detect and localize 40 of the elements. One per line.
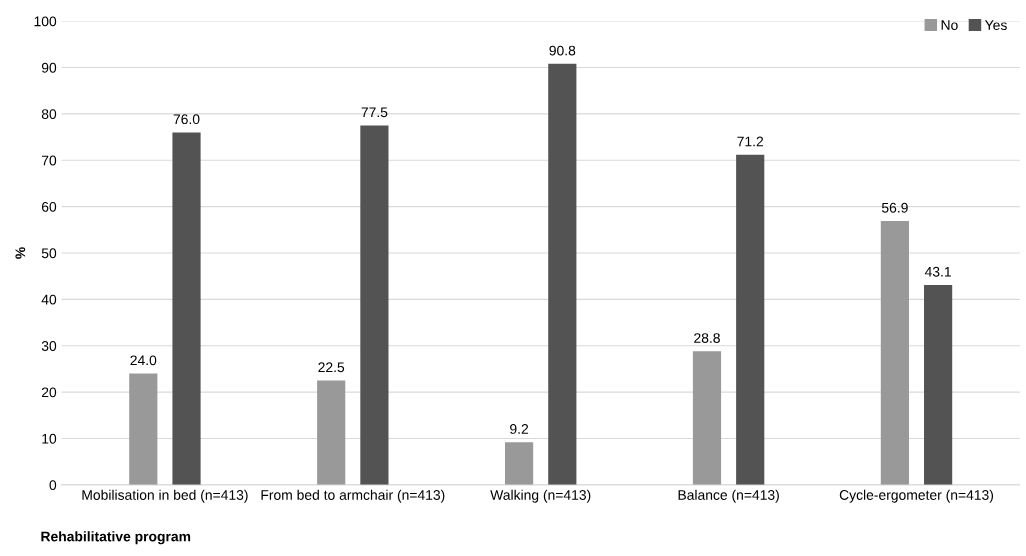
data-label: 43.1 — [924, 266, 951, 277]
bar — [880, 220, 909, 485]
legend-label: No — [941, 20, 958, 30]
y-axis-title: % — [15, 247, 26, 259]
bar — [736, 154, 765, 485]
x-tick-label: From bed to armchair (n=413) — [261, 489, 445, 503]
bar — [317, 380, 346, 485]
y-tick-label: 60 — [41, 201, 57, 212]
x-tick-label: Cycle-ergometer (n=413) — [839, 489, 994, 503]
x-tick-label: Walking (n=413) — [490, 489, 591, 503]
bar — [129, 373, 158, 485]
y-tick-label: 20 — [41, 387, 57, 398]
data-label: 9.2 — [510, 424, 529, 434]
data-label: 56.9 — [881, 202, 908, 213]
data-label: 90.8 — [549, 45, 576, 56]
data-label: 28.8 — [694, 333, 720, 343]
y-tick-label: 70 — [41, 155, 57, 166]
y-tick-label: 30 — [41, 341, 57, 351]
bar — [172, 132, 201, 485]
x-axis-title: Rehabilitative program — [41, 531, 191, 545]
x-tick-label: Balance (n=413) — [678, 489, 779, 503]
legend-label: Yes — [984, 20, 1007, 30]
y-tick-label: 0 — [49, 480, 57, 490]
bar — [548, 63, 577, 485]
data-label: 77.5 — [361, 107, 388, 118]
y-tick-label: 90 — [41, 62, 57, 73]
data-label: 76.0 — [173, 114, 200, 125]
data-label: 71.2 — [737, 136, 764, 147]
bar — [924, 284, 953, 485]
y-tick-label: 10 — [42, 433, 57, 444]
y-tick-label: 50 — [41, 248, 57, 259]
y-tick-label: 80 — [41, 109, 57, 120]
y-tick-label: 100 — [34, 16, 57, 27]
data-label: 24.0 — [130, 355, 157, 366]
bar — [692, 351, 722, 485]
data-label: 22.5 — [318, 362, 345, 373]
y-tick-label: 40 — [41, 294, 57, 305]
bar — [360, 125, 389, 485]
x-tick-label: Mobilisation in bed (n=413) — [82, 489, 248, 503]
bar — [505, 442, 534, 485]
